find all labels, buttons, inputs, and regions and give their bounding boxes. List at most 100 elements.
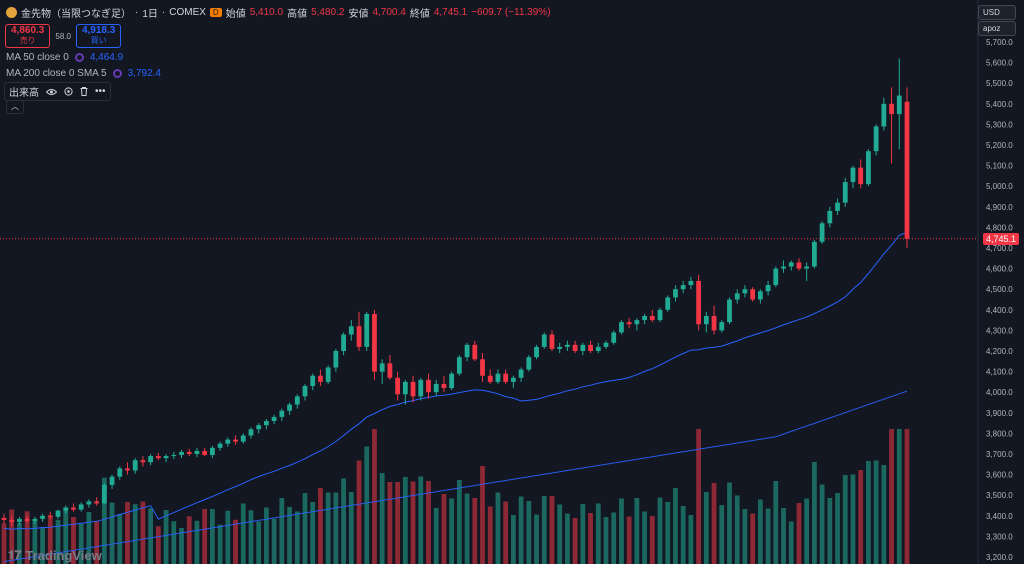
timeframe[interactable]: 1日 (142, 9, 158, 20)
price-tick-label: 4,800.0 (986, 223, 1013, 232)
price-tick-label: 5,400.0 (986, 100, 1013, 109)
candle-body (495, 373, 501, 382)
volume-bar (742, 509, 748, 564)
volume-bar (904, 429, 910, 564)
candle-body (464, 344, 470, 358)
candle-body (565, 344, 570, 347)
candle-body (101, 484, 107, 504)
volume-bar (55, 519, 61, 564)
volume-bar (32, 520, 38, 564)
candle-body (510, 377, 516, 382)
volume-bar (179, 528, 184, 564)
volume-bar (719, 505, 725, 564)
volume-bar (17, 523, 22, 564)
candle-body (611, 332, 617, 343)
volume-bar (271, 518, 277, 564)
candle-body (588, 344, 593, 351)
volume-bar (202, 509, 208, 564)
volume-bar (811, 462, 817, 564)
volume-bar (850, 474, 856, 564)
candle-body (480, 359, 485, 376)
spread: 58.0 (55, 31, 71, 41)
candle-body (379, 363, 385, 372)
volume-bar (209, 509, 215, 564)
candle-body (873, 126, 879, 152)
collapse-legend-button[interactable]: ︿ (6, 100, 24, 114)
volume-bar (294, 511, 300, 564)
price-tick-label: 4,900.0 (986, 203, 1013, 212)
candle-body (40, 515, 45, 519)
candle-body (248, 429, 254, 436)
candle-body (456, 357, 462, 374)
volume-bar (71, 517, 76, 564)
ma50-line (3, 231, 908, 530)
candle-body (850, 167, 856, 183)
change-value: −609.7 (−11.39%) (471, 7, 551, 18)
volume-bar (611, 512, 617, 564)
candle-body (94, 501, 100, 504)
eye-icon[interactable] (46, 88, 57, 96)
trash-icon[interactable] (80, 87, 88, 96)
volume-bar (155, 526, 161, 564)
volume-bar (395, 482, 401, 564)
candle-body (186, 451, 192, 454)
volume-bar (665, 502, 671, 564)
volume-bar (534, 514, 539, 564)
tradingview-logo[interactable]: 𝟏𝟕 TradingView (8, 548, 102, 563)
candle-body (719, 322, 725, 331)
candle-body (711, 315, 717, 331)
currency-select[interactable]: USD (978, 5, 1016, 20)
volume-bar (866, 461, 871, 564)
volume-bar (495, 492, 501, 564)
volume-bar (889, 429, 894, 564)
price-tick-label: 3,500.0 (986, 491, 1013, 500)
sell-price: 4,860.3 (11, 25, 45, 36)
volume-bar (788, 521, 794, 564)
symbol-name[interactable]: 金先物（当限つなぎ足） (21, 9, 131, 20)
volume-bar (171, 521, 177, 564)
candle-body (233, 439, 238, 442)
volume-bar (148, 508, 154, 564)
indicator-settings-icon[interactable] (112, 69, 122, 78)
candle-body (526, 357, 532, 370)
ma50-legend[interactable]: MA 50 close 0 4,464.9 (6, 52, 123, 63)
volume-bar (842, 475, 848, 564)
candle-body (595, 346, 601, 351)
price-tick-label: 4,500.0 (986, 285, 1013, 294)
candle-body (225, 439, 231, 444)
volume-bar (287, 507, 292, 564)
sell-button[interactable]: 4,860.3 売り (5, 24, 51, 48)
candle-body (294, 396, 300, 405)
candle-body (209, 447, 215, 456)
gold-symbol-icon (6, 7, 17, 18)
ma200-legend[interactable]: MA 200 close 0 SMA 5 3,792.4 (6, 68, 161, 79)
more-icon[interactable]: ••• (95, 86, 106, 97)
candle-body (348, 326, 354, 335)
candle-body (742, 289, 748, 294)
candle-body (804, 266, 810, 269)
price-tick-label: 3,200.0 (986, 553, 1013, 562)
settings-icon[interactable] (64, 87, 73, 96)
volume-bar (348, 492, 354, 564)
candle-body (773, 268, 779, 286)
buy-button[interactable]: 4,918.3 買い (75, 24, 122, 48)
volume-bar (356, 460, 362, 564)
tradingview-logo-icon: 𝟏𝟕 (8, 548, 22, 562)
volume-legend[interactable]: 出来高 ••• (4, 82, 111, 101)
indicator-settings-icon[interactable] (74, 53, 84, 62)
volume-bar (86, 512, 92, 564)
unit-select[interactable]: apoz (978, 21, 1016, 36)
price-tick-label: 4,200.0 (986, 347, 1013, 356)
price-tick-label: 5,500.0 (986, 79, 1013, 88)
candle-body (86, 501, 92, 505)
candle-body (402, 381, 408, 395)
candle-body (757, 291, 763, 300)
volume-bar (796, 503, 802, 564)
candle-body (781, 266, 786, 269)
candle-body (55, 510, 61, 517)
volume-bar (94, 521, 100, 564)
volume-bar (318, 488, 323, 564)
candle-body (63, 507, 69, 511)
candle-body (372, 313, 377, 372)
